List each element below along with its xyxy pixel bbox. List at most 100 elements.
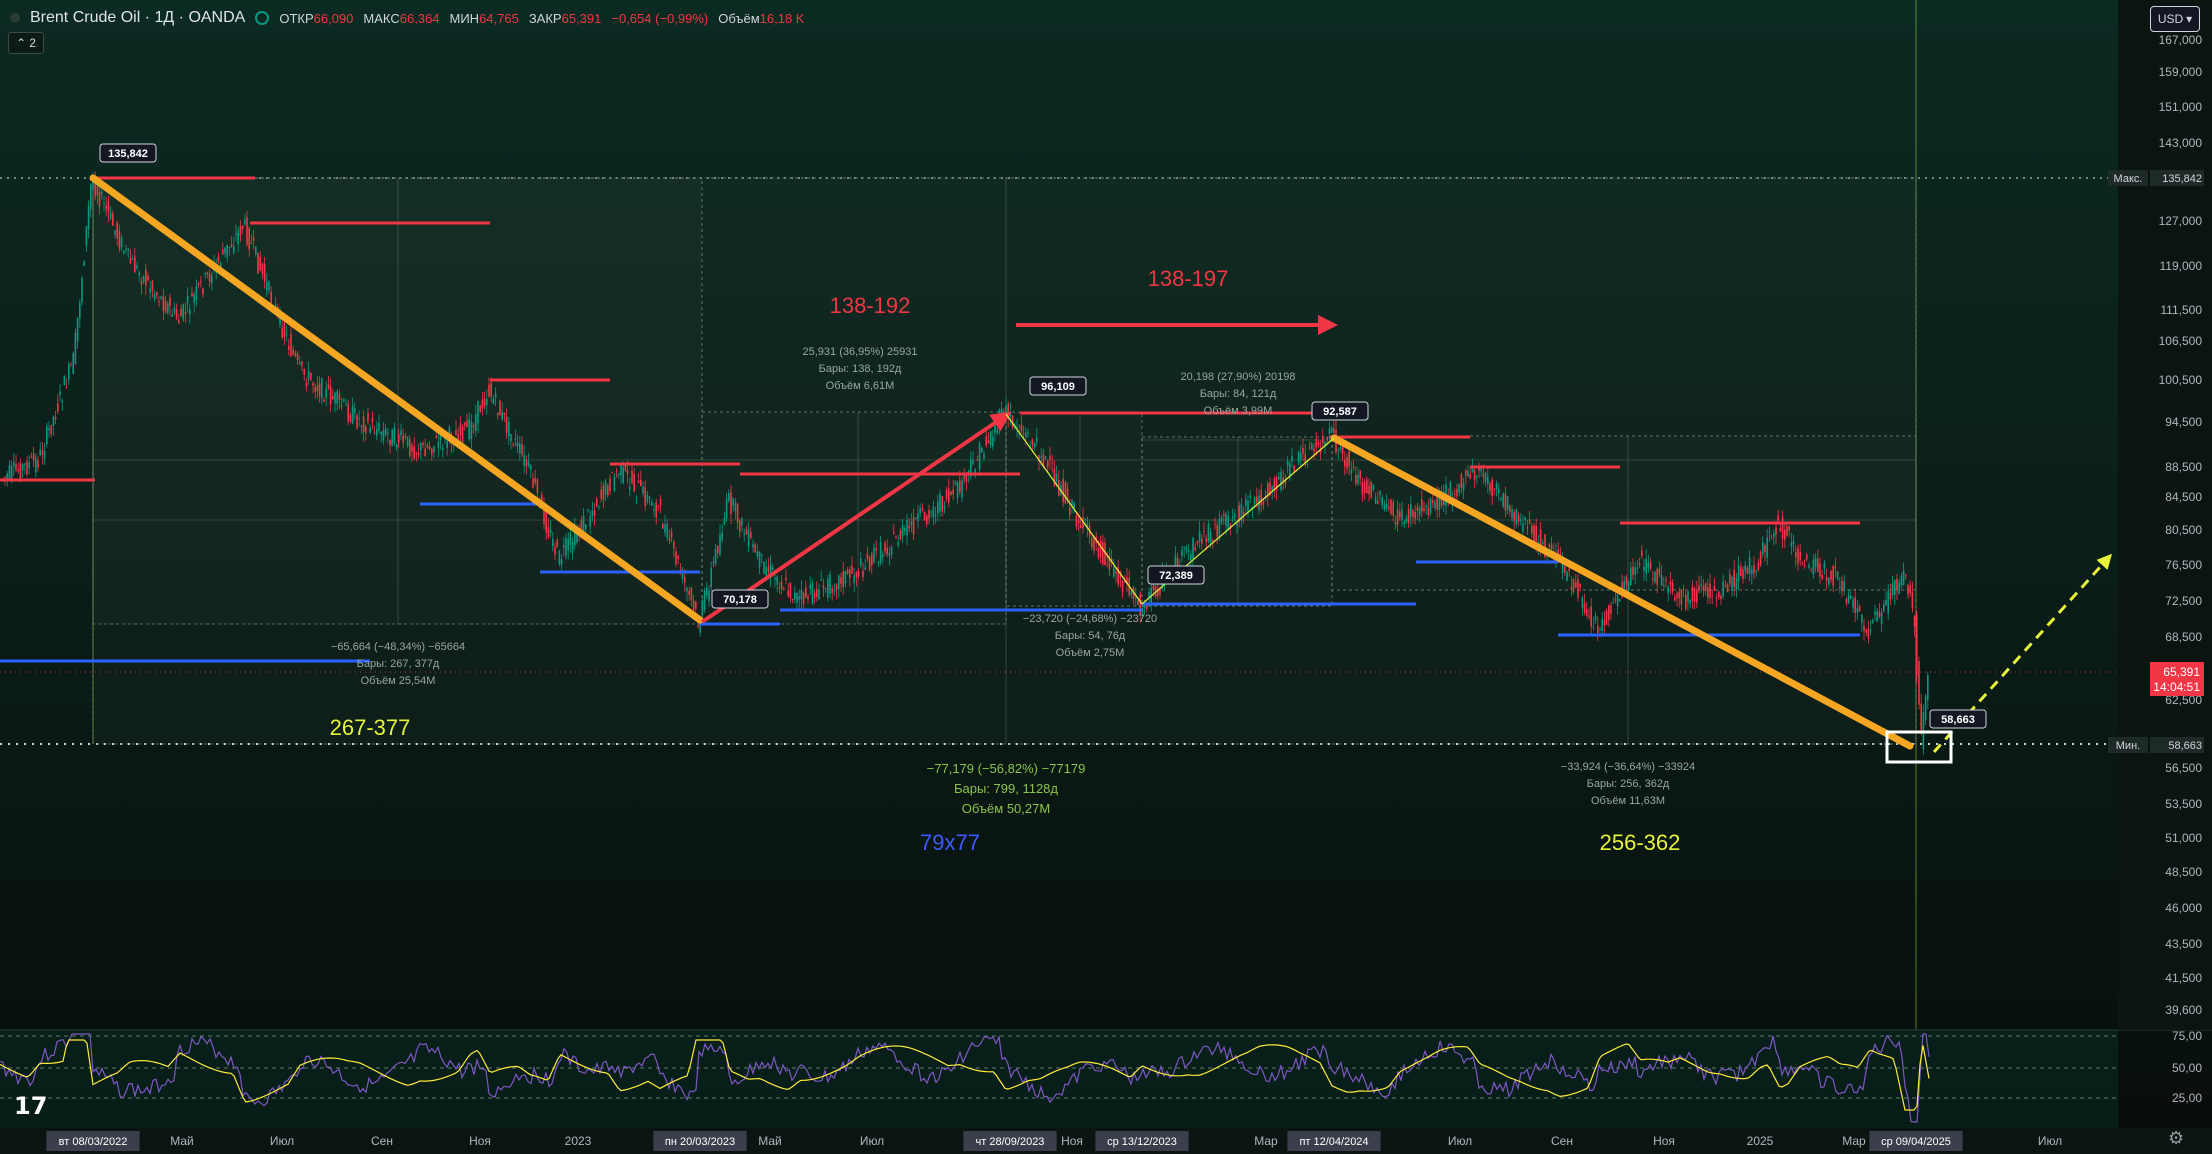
candle-body [180, 308, 182, 317]
candle-body [1777, 515, 1779, 521]
candle-body [54, 416, 57, 420]
candle-body [1159, 588, 1161, 595]
candle-body [1759, 552, 1762, 565]
candle-body [622, 467, 624, 483]
candle-body [899, 530, 902, 540]
candle-body [1011, 415, 1014, 428]
candle-body [791, 598, 794, 601]
candle-body [1718, 591, 1720, 598]
currency-button[interactable]: USD ▾ [2150, 6, 2200, 32]
pivot-label-box [1029, 376, 1087, 396]
candle-body [1894, 580, 1896, 596]
candle-body [666, 523, 668, 538]
candle-body [1124, 581, 1126, 583]
downtrend-line[interactable] [89, 174, 704, 624]
gear-icon[interactable]: ⚙ [2168, 1128, 2185, 1148]
candle-body [310, 372, 312, 380]
candle-body [1608, 605, 1610, 620]
candle-body [336, 391, 338, 405]
highlight-box[interactable] [1885, 730, 1953, 764]
candle-body [488, 384, 490, 397]
candle-body [1084, 518, 1086, 520]
time-tick-label: Июл [1448, 1134, 1472, 1148]
candle-body [1577, 579, 1579, 598]
time-axis[interactable]: вт 08/03/2022 Май Июл Сен Ноя 2023 пн 20/03/20… [0, 1128, 2212, 1154]
candle-body [796, 592, 798, 603]
candle-body [893, 532, 895, 534]
candle-body [747, 529, 750, 547]
candle-body [1544, 534, 1546, 558]
tradingview-logo-icon[interactable]: 17 [14, 1092, 48, 1120]
candle-body [426, 445, 429, 448]
time-tick-label: Май [170, 1134, 194, 1148]
candle-body [1269, 482, 1271, 496]
candle-body [1581, 597, 1584, 609]
candle-body [765, 567, 767, 576]
candle-body [596, 499, 598, 506]
candle-body [1920, 703, 1922, 730]
candle-body [1511, 509, 1513, 519]
uptrend-arrow[interactable] [700, 411, 1012, 624]
candle-body [439, 431, 442, 441]
range-annotation: 267-377 [330, 715, 411, 740]
candle-body [1898, 582, 1900, 595]
candle-body [356, 415, 358, 428]
candle-body [37, 460, 39, 468]
candle-body [1009, 412, 1012, 417]
candle-body [61, 400, 63, 403]
candle-body [545, 509, 547, 533]
candle-body [820, 579, 822, 581]
candle-body [237, 231, 239, 245]
candle-body [1469, 474, 1471, 479]
indicator-collapse-button[interactable]: ⌃ 2 [8, 32, 44, 54]
candle-body [1909, 585, 1911, 594]
candle-body [574, 525, 576, 546]
ohlc-close: ЗАКР65,391 [528, 10, 602, 26]
candle-body [721, 532, 723, 540]
candle-body [1766, 537, 1768, 558]
candle-body [72, 353, 74, 374]
level-lines[interactable] [0, 176, 1860, 663]
candle-body [1392, 502, 1394, 516]
candle-body [268, 281, 270, 291]
candle-body [1247, 500, 1249, 512]
candle-body [1229, 523, 1232, 529]
candle-body [1456, 488, 1458, 497]
downtrend-line[interactable] [1330, 434, 1914, 750]
candle-body [404, 436, 407, 438]
candle-body [259, 256, 261, 271]
ohlc-change: −0,654 (−0,99%) [611, 10, 709, 26]
candle-body [98, 191, 101, 207]
range-annotation: 79x77 [920, 830, 980, 855]
candle-body [1044, 456, 1047, 459]
zigzag-line[interactable] [1005, 413, 1143, 605]
candle-body [657, 505, 660, 507]
price-axis[interactable]: 167,000 159,000 151,000 143,000 127,000 119,0… [2108, 0, 2212, 1030]
candle-body [1383, 504, 1386, 510]
candle-body [171, 314, 173, 317]
candle-body [1638, 563, 1641, 565]
candle-body [882, 554, 884, 558]
oscillator-signal-line [0, 1039, 1930, 1111]
candle-body [241, 226, 244, 230]
candle-body [1674, 597, 1676, 601]
candle-body [1322, 436, 1324, 444]
candle-body [131, 258, 134, 261]
time-marker-box [1287, 1131, 1381, 1151]
candle-body [1902, 570, 1905, 586]
candle-body [1005, 405, 1007, 414]
symbol-title[interactable]: Brent Crude Oil · 1Д · OANDA [30, 9, 246, 26]
candle-body [1836, 571, 1839, 580]
candle-body [437, 441, 440, 449]
candle-body [701, 600, 704, 616]
candle-body [699, 620, 701, 633]
candle-body [435, 435, 437, 438]
candle-body [1770, 537, 1773, 539]
oscillator-line [0, 1033, 1930, 1123]
range-annotation: 138-192 [830, 293, 911, 318]
candle-body [1878, 611, 1881, 617]
candle-body [1476, 475, 1478, 477]
candle-body [1458, 484, 1460, 493]
candle-body [296, 353, 299, 361]
